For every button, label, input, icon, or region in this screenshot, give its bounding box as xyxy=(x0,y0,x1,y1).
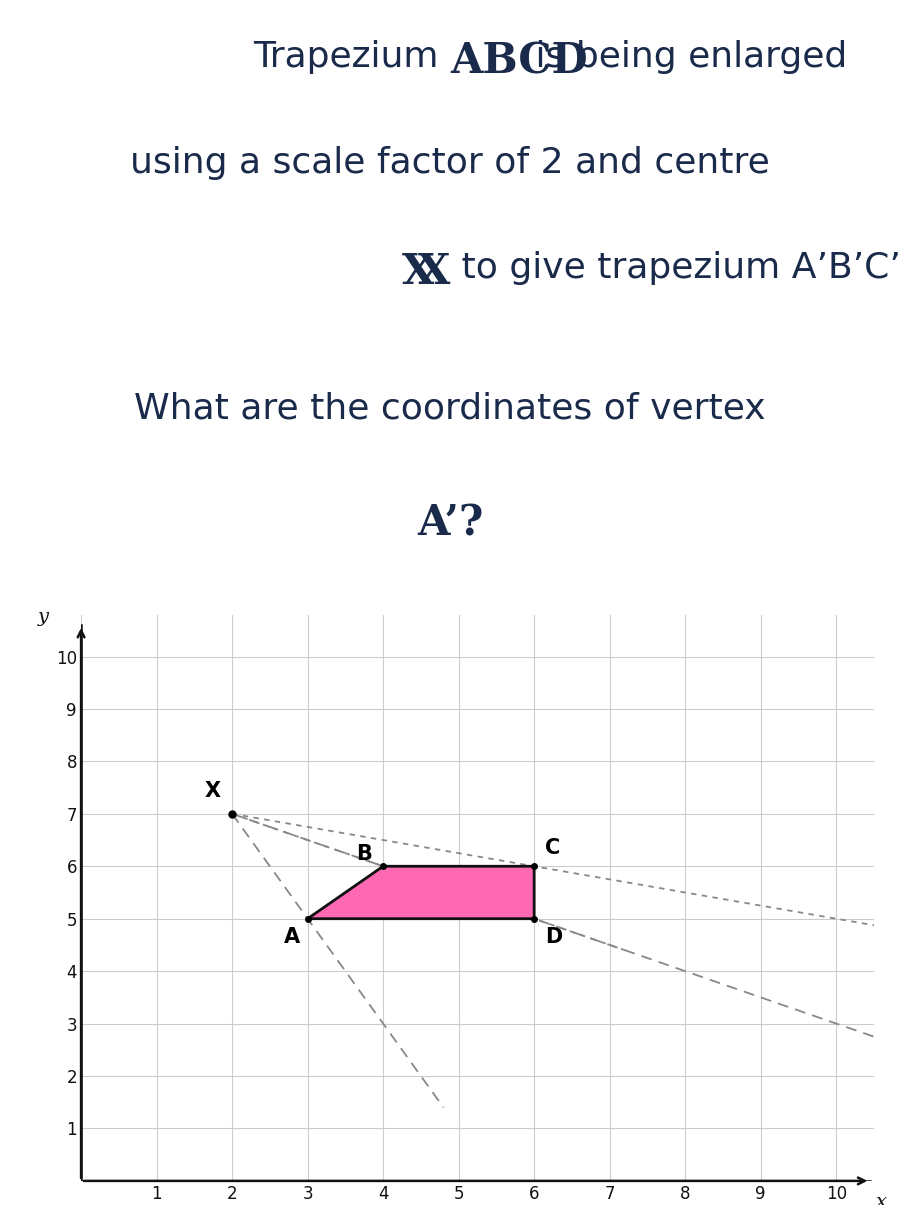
Text: X: X xyxy=(418,251,450,293)
Text: D: D xyxy=(545,927,563,947)
Text: X: X xyxy=(402,251,434,293)
Text: x: x xyxy=(876,1193,887,1205)
Text: ABCD: ABCD xyxy=(450,40,587,82)
Text: C: C xyxy=(545,839,560,858)
Text: What are the coordinates of vertex: What are the coordinates of vertex xyxy=(134,392,766,425)
Text: A’?: A’? xyxy=(417,502,483,545)
Text: is being enlarged: is being enlarged xyxy=(524,40,847,75)
Text: Trapezium: Trapezium xyxy=(253,40,450,75)
Text: X: X xyxy=(205,781,221,800)
Text: using a scale factor of 2 and centre: using a scale factor of 2 and centre xyxy=(130,146,769,180)
Polygon shape xyxy=(307,866,534,918)
Text: to give trapezium A’B’C’D’.: to give trapezium A’B’C’D’. xyxy=(450,251,901,286)
Text: B: B xyxy=(356,844,372,864)
Text: A: A xyxy=(284,927,300,947)
Text: y: y xyxy=(38,609,49,627)
